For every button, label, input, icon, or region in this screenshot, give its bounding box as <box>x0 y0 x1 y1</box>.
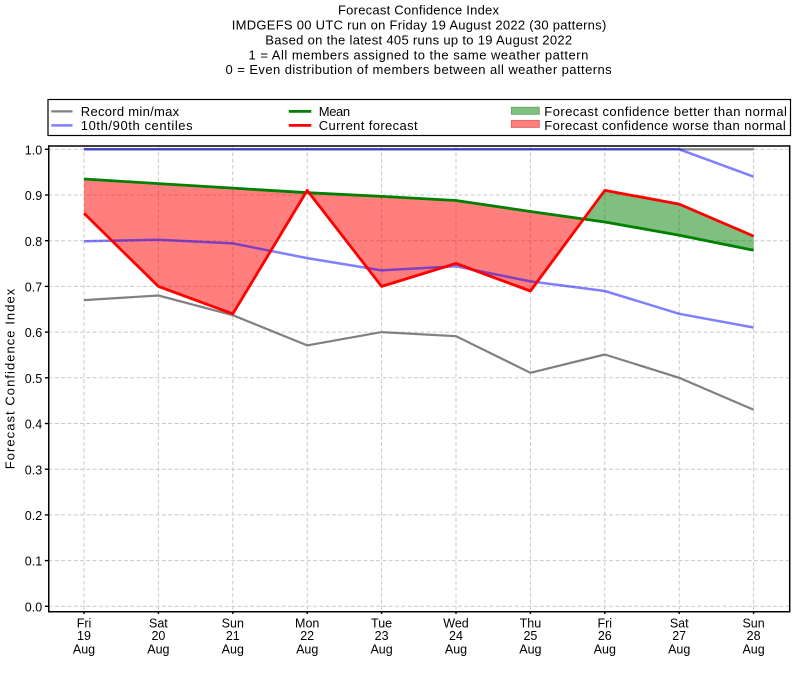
svg-text:Mean: Mean <box>319 104 350 119</box>
svg-text:Sun: Sun <box>742 617 764 631</box>
svg-text:Aug: Aug <box>147 642 169 656</box>
svg-text:Aug: Aug <box>445 642 467 656</box>
svg-text:0.5: 0.5 <box>25 372 42 386</box>
svg-text:Mon: Mon <box>295 617 319 631</box>
svg-text:Forecast confidence better tha: Forecast confidence better than normal <box>544 104 787 119</box>
svg-text:0.7: 0.7 <box>25 281 42 295</box>
svg-text:Fri: Fri <box>598 617 613 631</box>
svg-text:20: 20 <box>151 629 165 643</box>
svg-text:0.9: 0.9 <box>25 189 42 203</box>
svg-text:10th/90th centiles: 10th/90th centiles <box>81 118 193 133</box>
svg-text:22: 22 <box>300 629 314 643</box>
svg-text:Record min/max: Record min/max <box>81 104 180 119</box>
svg-text:0.6: 0.6 <box>25 326 42 340</box>
svg-text:Aug: Aug <box>668 642 690 656</box>
svg-text:Forecast Confidence Index: Forecast Confidence Index <box>3 288 18 469</box>
svg-text:26: 26 <box>598 629 612 643</box>
svg-text:0.3: 0.3 <box>25 463 42 477</box>
svg-text:Aug: Aug <box>370 642 392 656</box>
svg-text:Current forecast: Current forecast <box>319 118 418 133</box>
svg-text:Wed: Wed <box>443 617 469 631</box>
svg-text:Aug: Aug <box>73 642 95 656</box>
svg-text:Aug: Aug <box>519 642 541 656</box>
svg-text:24: 24 <box>449 629 463 643</box>
svg-text:Aug: Aug <box>742 642 764 656</box>
svg-text:0.2: 0.2 <box>25 509 42 523</box>
svg-text:Tue: Tue <box>371 617 392 631</box>
svg-text:1 = All members assigned to th: 1 = All members assigned to the same wea… <box>249 47 589 62</box>
svg-text:19: 19 <box>77 629 91 643</box>
svg-text:Sat: Sat <box>149 617 168 631</box>
svg-text:Fri: Fri <box>77 617 92 631</box>
svg-text:Forecast Confidence Index: Forecast Confidence Index <box>338 3 500 18</box>
svg-text:27: 27 <box>672 629 686 643</box>
svg-text:Thu: Thu <box>520 617 542 631</box>
svg-text:1.0: 1.0 <box>25 143 42 157</box>
svg-text:Aug: Aug <box>222 642 244 656</box>
svg-text:0.8: 0.8 <box>25 235 42 249</box>
svg-text:28: 28 <box>747 629 761 643</box>
svg-text:21: 21 <box>226 629 240 643</box>
svg-text:0.0: 0.0 <box>25 600 42 614</box>
svg-text:23: 23 <box>375 629 389 643</box>
svg-text:Sat: Sat <box>670 617 689 631</box>
svg-text:0 = Even distribution of membe: 0 = Even distribution of members between… <box>226 62 613 77</box>
svg-text:25: 25 <box>523 629 537 643</box>
svg-text:Forecast confidence worse than: Forecast confidence worse than normal <box>544 118 786 133</box>
svg-text:Aug: Aug <box>296 642 318 656</box>
svg-text:IMDGEFS 00 UTC run on Friday 1: IMDGEFS 00 UTC run on Friday 19 August 2… <box>232 18 607 33</box>
svg-text:Aug: Aug <box>594 642 616 656</box>
svg-text:Sun: Sun <box>222 617 244 631</box>
svg-text:0.1: 0.1 <box>25 555 42 569</box>
svg-text:0.4: 0.4 <box>25 418 42 432</box>
svg-text:Based on the latest 405 runs u: Based on the latest 405 runs up to 19 Au… <box>265 32 572 47</box>
